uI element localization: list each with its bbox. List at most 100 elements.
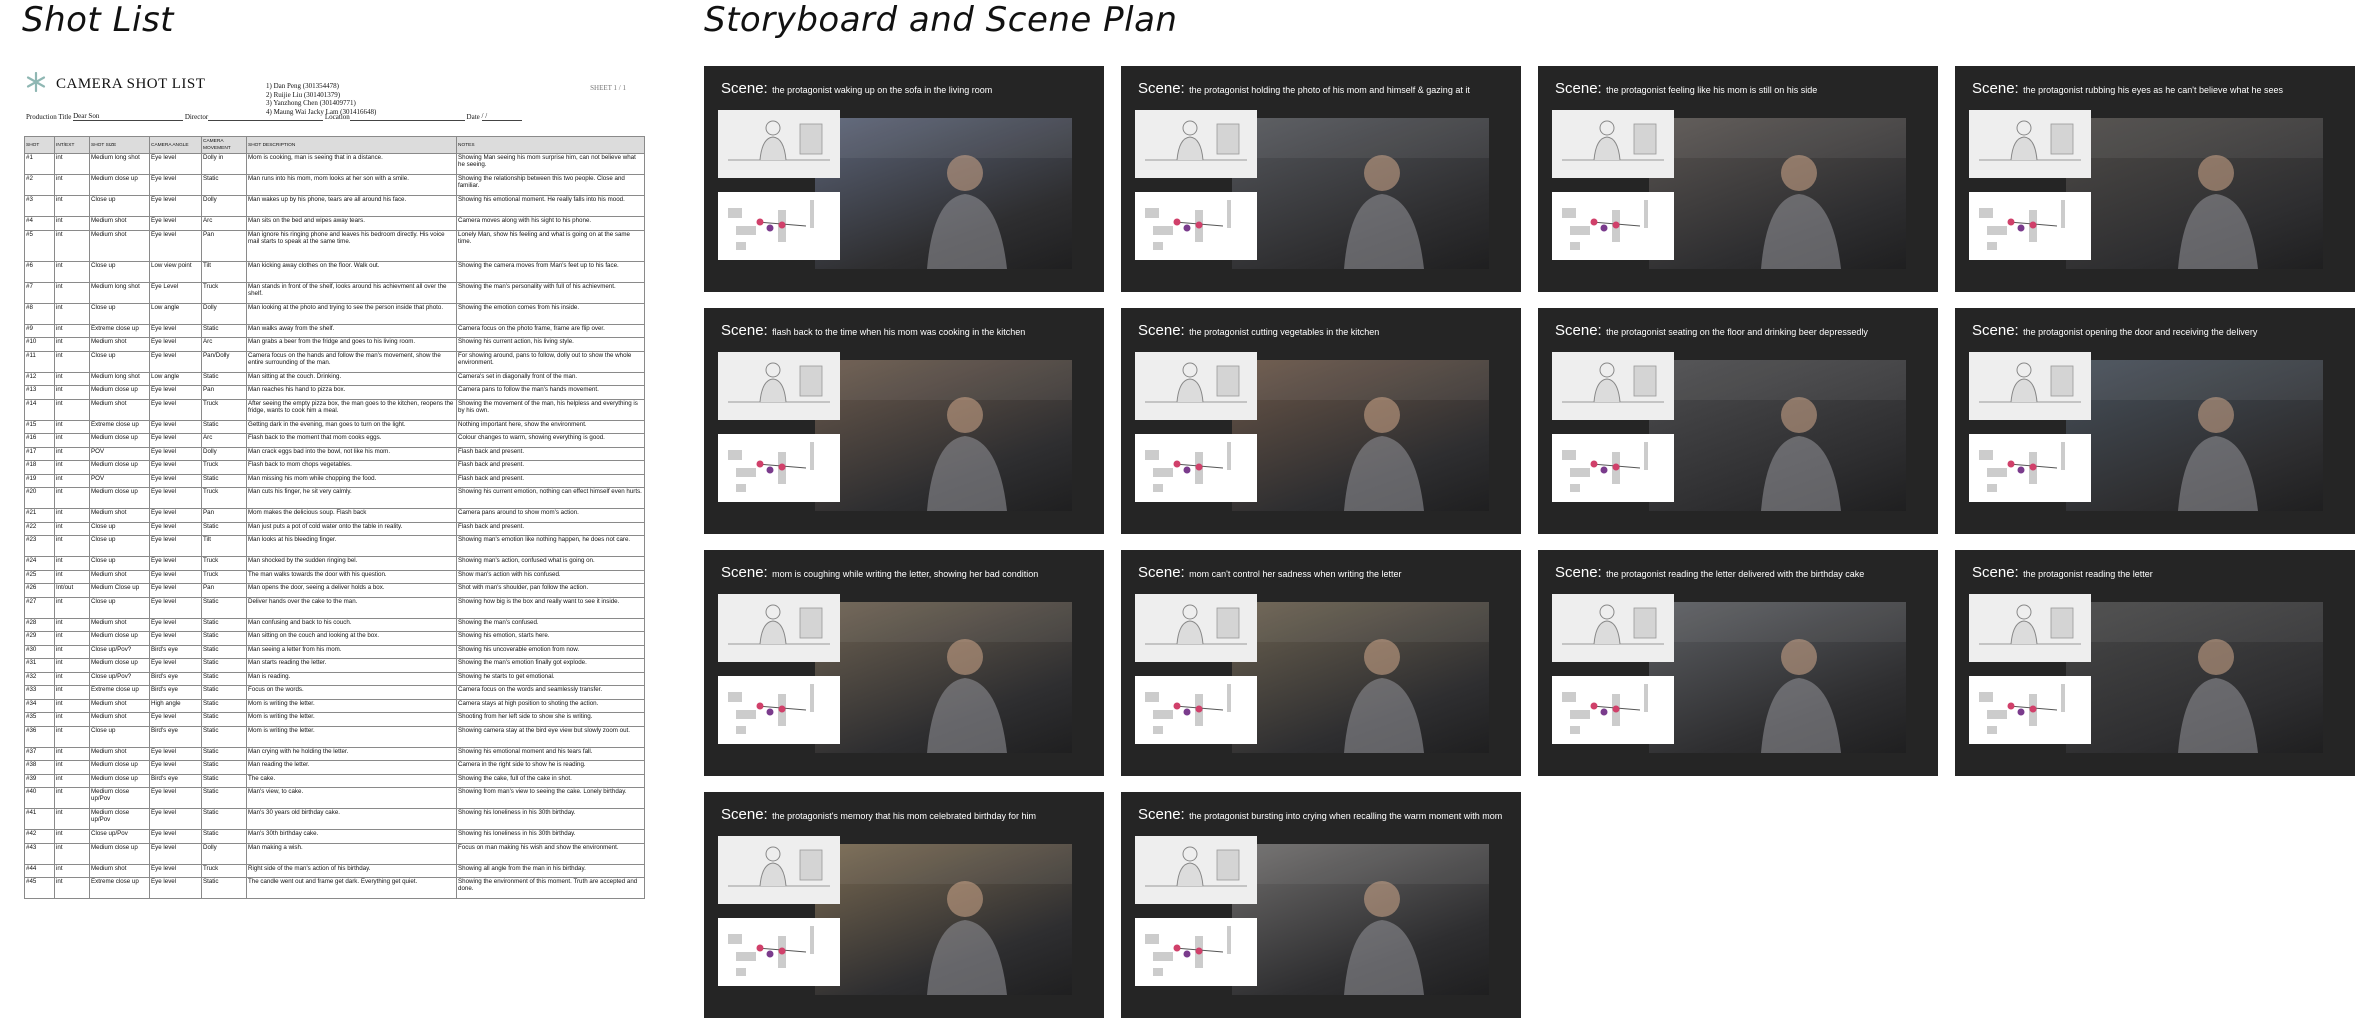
table-row: #14 int Medium shot Eye level Truck After see… [24,398,645,421]
scene-caption: Scene: the protagonist cutting vegetable… [1138,322,1379,340]
table-cell: Eye level [149,631,202,646]
table-row: #25 int Medium shot Eye level Truck The man w… [24,569,645,584]
table-cell: The candle went out and frame get dark. … [246,877,457,899]
storyboard-sketch [718,594,840,662]
table-cell: int [54,195,90,217]
table-cell: int [54,281,90,304]
table-cell: int [54,153,90,175]
table-row: #16 int Medium close up Eye level Arc Flash b… [24,433,645,448]
table-cell: Showing his loneliness in his 30th birth… [456,808,645,830]
table-cell: Low view point [149,260,202,283]
table-cell: Camera pans around to show mom's action. [456,508,645,523]
storyboard-panel: Scene: the protagonist reading the lette… [1538,550,1938,776]
member-line: 4) Maung Wai Jacky Lam (301416648) [266,107,377,116]
table-cell: Truck [201,281,247,304]
table-cell: Flash back and present. [456,521,645,536]
table-cell: Static [201,596,247,619]
table-cell: #22 [24,521,55,536]
floor-plan-diagram [1552,434,1674,502]
scene-still-photo [1232,118,1489,269]
table-cell: Showing from man's view to seeing the ca… [456,787,645,809]
table-cell: Man looking at the photo and trying to s… [246,302,457,325]
table-cell: Static [201,773,247,788]
table-cell: Camera pans to follow the man's hands mo… [456,385,645,400]
table-cell: Showing the camera moves from Man's feet… [456,260,645,283]
table-cell: Medium long shot [89,153,150,175]
storyboard-panel: Scene: flash back to the time when his m… [704,308,1104,534]
table-cell: #6 [24,260,55,283]
table-cell: Flash back and present. [456,446,645,461]
table-cell: Man crying with he holding the letter. [246,746,457,761]
table-cell: int [54,419,90,434]
table-cell: Dolly [201,195,247,217]
scene-caption: Scene: the protagonist holding the photo… [1138,80,1470,98]
table-cell: Static [201,712,247,727]
table-cell: int [54,433,90,448]
table-cell: Mom is writing the letter. [246,698,457,713]
production-title-field: Dear Son [73,112,184,121]
table-cell: Eye level [149,350,202,373]
storyboard-panel: Scene: mom is coughing while writing the… [704,550,1104,776]
table-cell: Bird's eye [149,671,202,686]
table-cell: int [54,787,90,809]
table-row: #20 int Medium close up Eye level Truck Man c… [24,487,645,509]
table-cell: int [54,877,90,899]
scene-label: Scene: [1555,322,1602,339]
table-cell: #37 [24,746,55,761]
storyboard-sketch [1135,352,1257,420]
table-cell: int [54,671,90,686]
scene-still-photo [815,844,1072,995]
table-row: #17 int POV Eye level Dolly Man crack eggs ba… [24,446,645,461]
table-cell: Bird's eye [149,685,202,700]
table-cell: Eye level [149,153,202,175]
table-cell: Pan [201,583,247,598]
table-cell: Eye Level [149,281,202,304]
table-cell: Medium shot [89,698,150,713]
table-cell: int [54,596,90,619]
table-cell: Nothing important here, show the environ… [456,419,645,434]
table-cell: Medium close up [89,760,150,775]
table-cell: Right side of the man's action of his bi… [246,863,457,878]
table-cell: Medium close up/Pov [89,787,150,809]
date-value: / / [481,112,488,120]
table-cell: int [54,487,90,509]
table-cell: Camera stays at high position to shoting… [456,698,645,713]
table-row: #42 int Close up/Pov Eye level Static Man's 3… [24,829,645,844]
table-row: #32 int Close up/Pov? Bird's eye Static Man i… [24,671,645,686]
table-cell: int [54,773,90,788]
table-cell: int [54,260,90,283]
table-cell: int [54,644,90,659]
table-cell: Medium long shot [89,281,150,304]
table-cell: #33 [24,685,55,700]
table-cell: Focus on the words. [246,685,457,700]
table-cell: Static [201,617,247,632]
storyboard-sketch [718,836,840,904]
table-row: #22 int Close up Eye level Static Man just pu… [24,521,645,536]
floor-plan-diagram [718,434,840,502]
scene-description: mom can't control her sadness when writi… [1189,569,1402,579]
table-cell: Arc [201,337,247,352]
table-cell: Pan [201,385,247,400]
table-row: #9 int Extreme close up Eye level Static Man … [24,323,645,338]
table-cell: Camera focus on the words and seamlessly… [456,685,645,700]
table-cell: Man grabs a beer from the fridge and goe… [246,337,457,352]
table-cell: #34 [24,698,55,713]
table-cell: Man making a wish. [246,842,457,865]
floor-plan-diagram [1135,192,1257,260]
table-cell: Eye level [149,398,202,421]
table-cell: Shot with man's shoulder, pan follow the… [456,583,645,598]
table-cell: int [54,842,90,865]
scene-label: Scene: [721,80,768,97]
table-cell: Medium close up [89,433,150,448]
table-cell: Extreme close up [89,323,150,338]
table-row: #41 int Medium close up/Pov Eye level Static… [24,808,645,830]
scene-description: the protagonist's memory that his mom ce… [772,811,1036,821]
scene-description: flash back to the time when his mom was … [772,327,1026,337]
scene-label: Scene: [721,322,768,339]
table-cell: Low angle [149,371,202,386]
storyboard-sketch [1552,352,1674,420]
table-cell: Eye level [149,323,202,338]
storyboard-sketch [1552,594,1674,662]
scene-description: the protagonist holding the photo of his… [1189,85,1470,95]
storyboard-sketch [718,352,840,420]
